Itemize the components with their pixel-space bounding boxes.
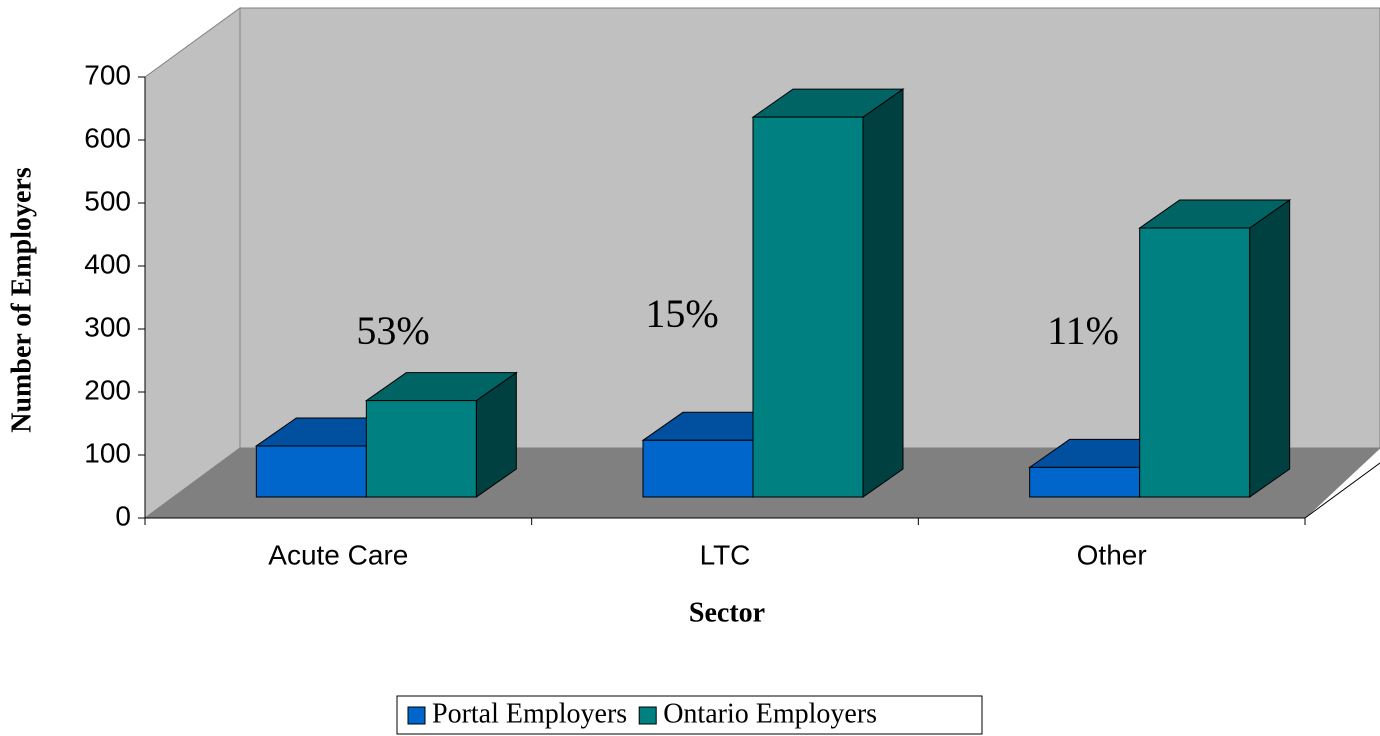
legend-swatch bbox=[638, 706, 657, 725]
annotation: 53% bbox=[356, 308, 429, 353]
y-axis-label: Number of Employers bbox=[6, 167, 37, 433]
bar-front bbox=[1139, 227, 1251, 498]
bar bbox=[364, 371, 518, 498]
x-axis-label: Sector bbox=[689, 597, 765, 628]
side-wall bbox=[144, 7, 241, 519]
bar-front bbox=[365, 400, 477, 498]
bar-front bbox=[752, 116, 864, 498]
annotation: 15% bbox=[645, 291, 718, 336]
legend-label: Portal Employers bbox=[432, 698, 627, 729]
legend-swatch bbox=[407, 706, 426, 725]
bar-front bbox=[1029, 466, 1141, 498]
bar-side bbox=[862, 88, 904, 498]
y-tick-label: 100 bbox=[84, 437, 131, 468]
y-tick-label: 600 bbox=[84, 122, 131, 153]
bar-side bbox=[1249, 199, 1291, 498]
y-tick-label: 200 bbox=[84, 374, 131, 405]
x-tick-label: LTC bbox=[700, 539, 751, 570]
floor-edge bbox=[1304, 462, 1380, 519]
legend-label: Ontario Employers bbox=[663, 698, 877, 729]
y-tick-label: 300 bbox=[84, 311, 131, 342]
y-tick-label: 500 bbox=[84, 185, 131, 216]
y-tick-label: 0 bbox=[115, 500, 131, 531]
bar bbox=[751, 88, 905, 498]
bar bbox=[1138, 199, 1292, 498]
y-tick-label: 400 bbox=[84, 248, 131, 279]
annotation: 11% bbox=[1047, 308, 1119, 353]
legend bbox=[396, 695, 983, 735]
bar-front bbox=[642, 439, 754, 498]
y-tick-label: 700 bbox=[84, 59, 131, 90]
x-tick-label: Other bbox=[1077, 539, 1147, 570]
x-tick-label: Acute Care bbox=[268, 539, 408, 570]
bar-front bbox=[255, 445, 367, 498]
